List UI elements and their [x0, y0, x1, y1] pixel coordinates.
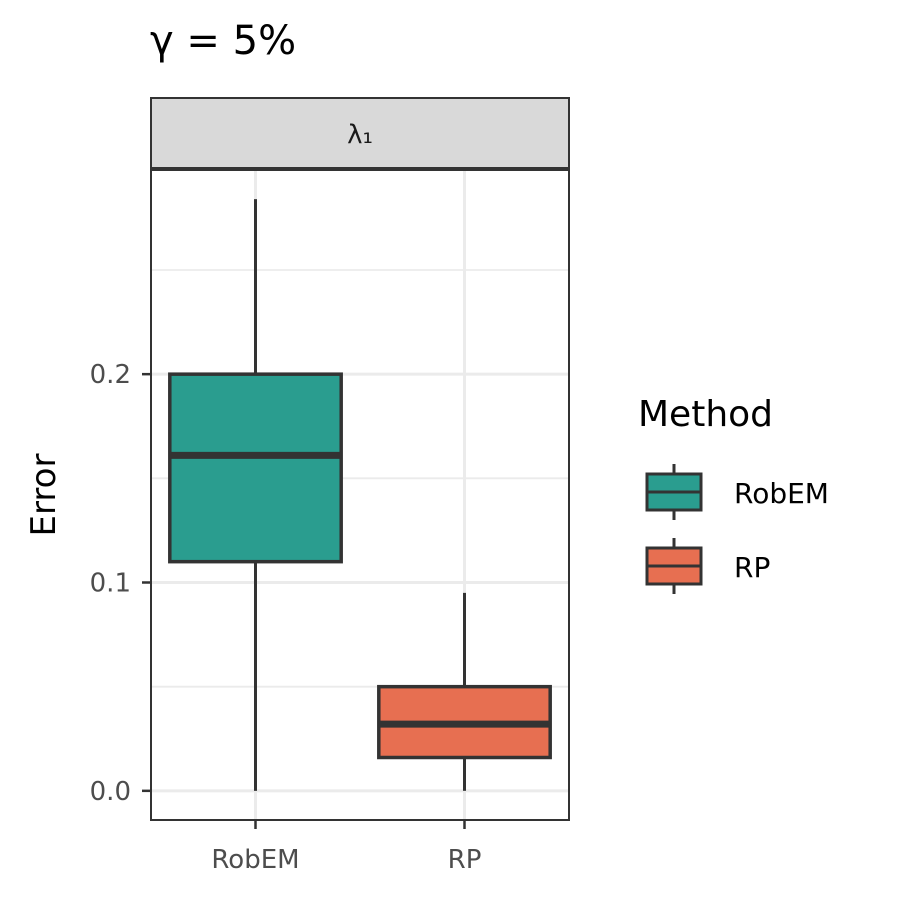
box-group	[168, 199, 552, 791]
box-robem	[168, 199, 343, 791]
chart-title: γ = 5%	[150, 18, 297, 64]
y-tick-label: 0.2	[90, 360, 131, 390]
x-axis: RobEM RP	[211, 820, 481, 875]
plot-border	[150, 169, 570, 821]
legend-label: RP	[734, 551, 770, 584]
legend-label: RobEM	[734, 477, 829, 510]
y-axis-title: Error	[24, 454, 64, 537]
legend: RobEM RP	[645, 464, 829, 594]
facet-strip	[150, 97, 570, 169]
box-iqr	[168, 372, 343, 564]
x-tick-label: RP	[448, 845, 482, 875]
facet-label: λ₁	[347, 120, 373, 150]
x-tick-label: RobEM	[211, 845, 299, 875]
y-tick-label: 0.1	[90, 569, 131, 599]
legend-entry-rp: RP	[645, 538, 770, 594]
y-axis: 0.0 0.1 0.2	[90, 360, 151, 807]
legend-title: Method	[638, 394, 773, 435]
legend-entry-robem: RobEM	[645, 464, 829, 520]
box-rp	[377, 592, 552, 791]
y-tick-label: 0.0	[90, 777, 131, 807]
